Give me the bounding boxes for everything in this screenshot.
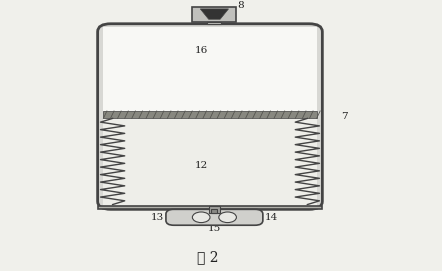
FancyBboxPatch shape: [98, 24, 322, 209]
Polygon shape: [200, 9, 229, 19]
Circle shape: [219, 212, 236, 222]
Text: 15: 15: [208, 224, 221, 233]
Text: 14: 14: [265, 213, 278, 222]
Text: 16: 16: [194, 46, 208, 55]
Text: 13: 13: [150, 213, 164, 222]
Bar: [192, 7, 236, 22]
Bar: [211, 209, 217, 213]
Bar: [98, 206, 322, 209]
Text: 8: 8: [237, 1, 244, 10]
Bar: [103, 27, 316, 111]
Bar: [209, 206, 220, 213]
Bar: [103, 118, 316, 206]
Bar: [103, 111, 316, 118]
Text: 7: 7: [341, 112, 348, 121]
Text: 图 2: 图 2: [197, 250, 218, 264]
Bar: [207, 22, 221, 24]
Circle shape: [192, 212, 210, 222]
FancyBboxPatch shape: [166, 209, 263, 225]
Text: 12: 12: [194, 161, 208, 170]
